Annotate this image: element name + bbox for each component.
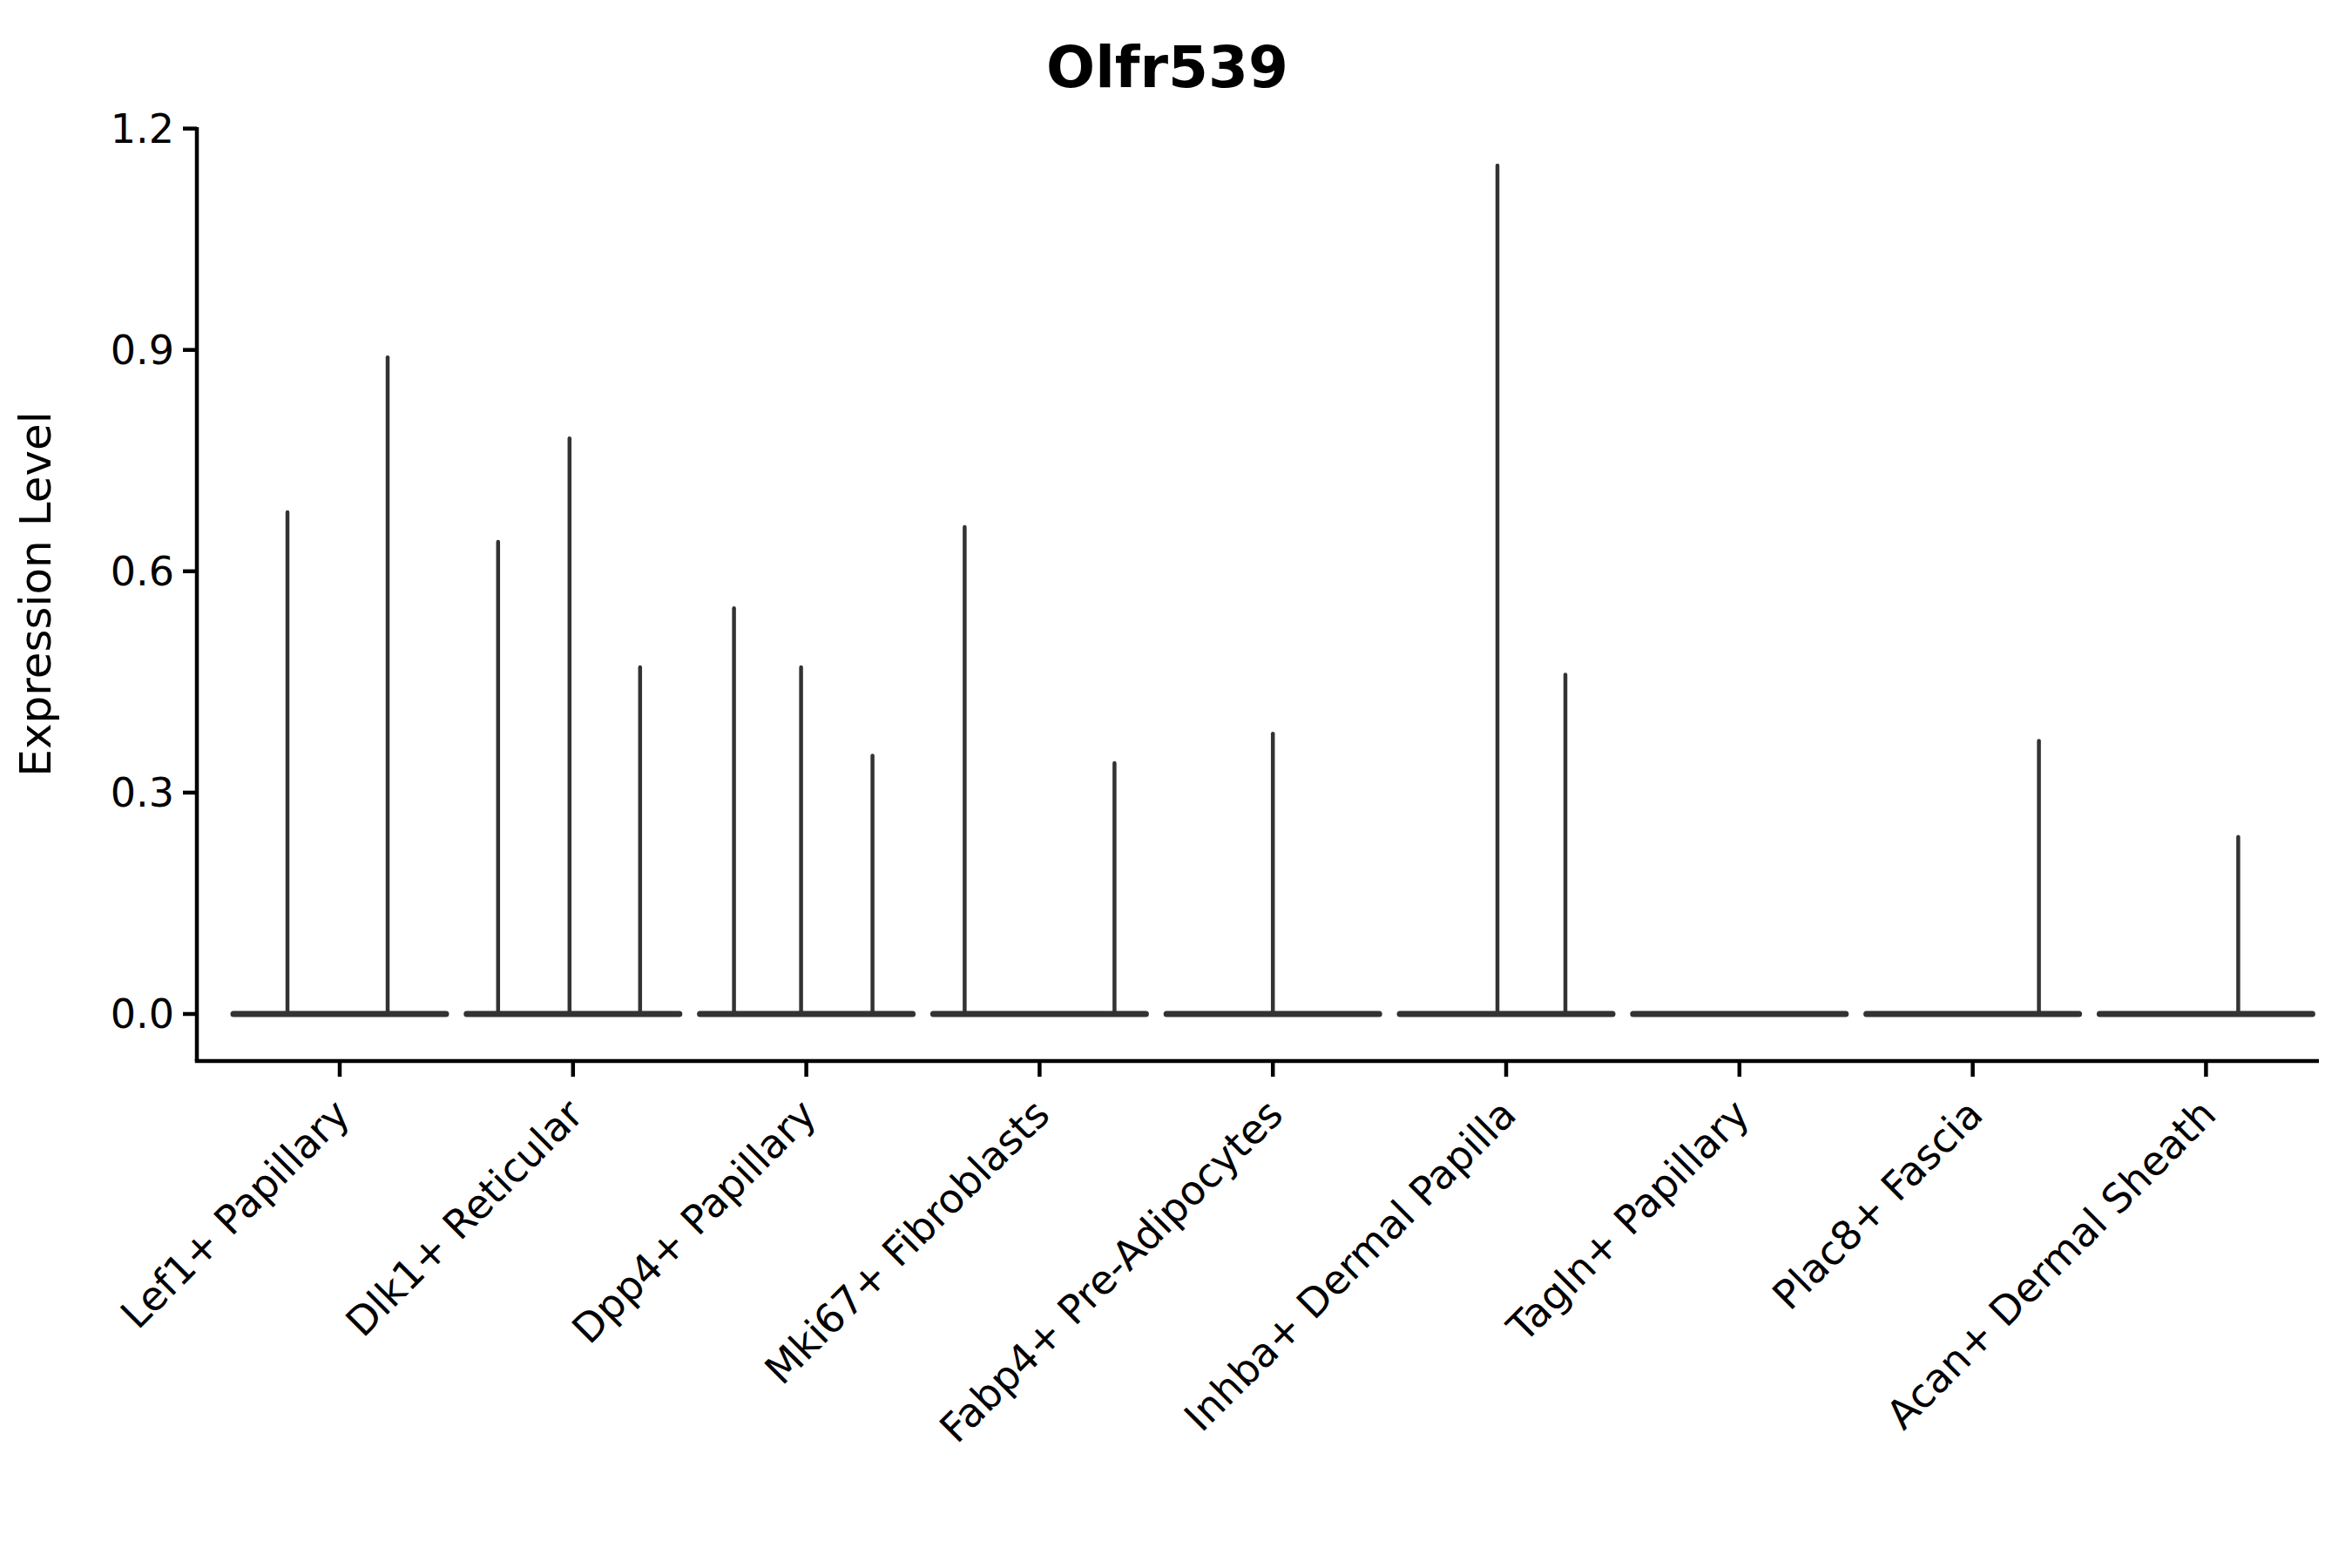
y-tick-label: 1.2 [111, 105, 174, 152]
x-tick-label: Dlk1+ Reticular [336, 1091, 591, 1346]
violin-group [1867, 741, 2079, 1014]
violin-group [933, 527, 1146, 1014]
x-axis-ticks: Lef1+ PapillaryDlk1+ ReticularDpp4+ Papi… [112, 1061, 2225, 1452]
plot-canvas: Olfr539 Expression Level 0.0 0.3 0.6 0.9 1.2… [0, 0, 2352, 1568]
violin-group [233, 357, 446, 1014]
x-tick-label: Lef1+ Papillary [112, 1091, 359, 1338]
y-axis-ticks: 0.0 0.3 0.6 0.9 1.2 [111, 105, 197, 1037]
x-tick-label: Plac8+ Fascia [1763, 1091, 1991, 1319]
violin-group [2099, 837, 2312, 1014]
violin-group [467, 438, 679, 1014]
violin-group [1166, 733, 1379, 1014]
y-axis-label: Expression Level [10, 411, 61, 776]
x-tick-label: Dpp4+ Papillary [563, 1091, 825, 1353]
violin-group [1400, 166, 1612, 1014]
y-tick-label: 0.6 [111, 548, 174, 595]
y-tick-label: 0.0 [111, 990, 174, 1037]
x-tick-label: Tagln+ Papillary [1497, 1091, 1759, 1352]
plot-title: Olfr539 [1046, 34, 1288, 101]
y-tick-label: 0.3 [111, 769, 174, 816]
violin-glyphs [233, 166, 2312, 1014]
axes-spines [195, 127, 2319, 1061]
violin-group [700, 608, 913, 1014]
y-tick-label: 0.9 [111, 327, 174, 374]
violin-plot-figure: Olfr539 Expression Level 0.0 0.3 0.6 0.9 1.2… [0, 0, 2352, 1568]
